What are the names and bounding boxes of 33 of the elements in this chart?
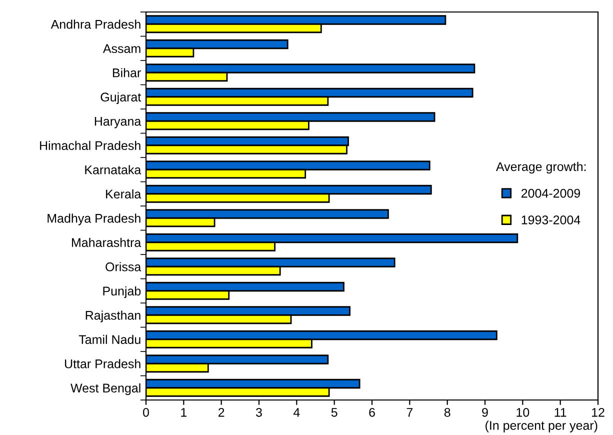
x-axis-title: (In percent per year) <box>486 420 598 432</box>
y-tick-label: Bihar <box>112 68 141 78</box>
y-tick-label: Orissa <box>106 262 142 272</box>
x-tick-label: 8 <box>444 408 450 417</box>
y-tick-label: Madhya Pradesh <box>48 214 140 226</box>
y-tick-label: Maharashtra <box>72 238 142 248</box>
legend-title: Average growth: <box>496 162 586 174</box>
y-tick-label: West Bengal <box>70 383 140 395</box>
y-tick-label: Gujarat <box>100 92 142 104</box>
x-tick-label: 12 <box>592 408 604 417</box>
x-tick-label: 10 <box>516 408 530 417</box>
y-tick-label: Himachal Pradesh <box>40 140 140 150</box>
x-tick-label: 6 <box>369 408 375 417</box>
y-tick-label: Assam <box>102 44 140 54</box>
x-tick-label: 3 <box>256 408 262 417</box>
x-tick-label: 2 <box>218 408 224 417</box>
legend-label: 2004-2009 <box>521 188 580 198</box>
y-tick-label: Andhra Pradesh <box>50 20 140 29</box>
x-tick-label: 1 <box>181 408 187 417</box>
y-tick-label: Punjab <box>103 286 141 298</box>
x-tick-label: 9 <box>482 408 488 417</box>
y-tick-label: Tamil Nadu <box>78 334 140 344</box>
x-tick-label: 0 <box>143 408 149 417</box>
x-tick-label: 11 <box>554 408 566 417</box>
legend-label: 1993-2004 <box>522 216 580 224</box>
y-tick-label: Uttar Pradesh <box>64 359 140 368</box>
x-tick-label: 5 <box>331 408 338 417</box>
x-tick-label: 4 <box>293 408 300 417</box>
y-tick-label: Haryana <box>94 117 142 128</box>
x-tick-label: 7 <box>406 408 413 417</box>
y-tick-label: Rajasthan <box>86 310 140 322</box>
y-tick-label: Kerala <box>106 189 142 199</box>
y-tick-label: Karnataka <box>85 165 142 174</box>
